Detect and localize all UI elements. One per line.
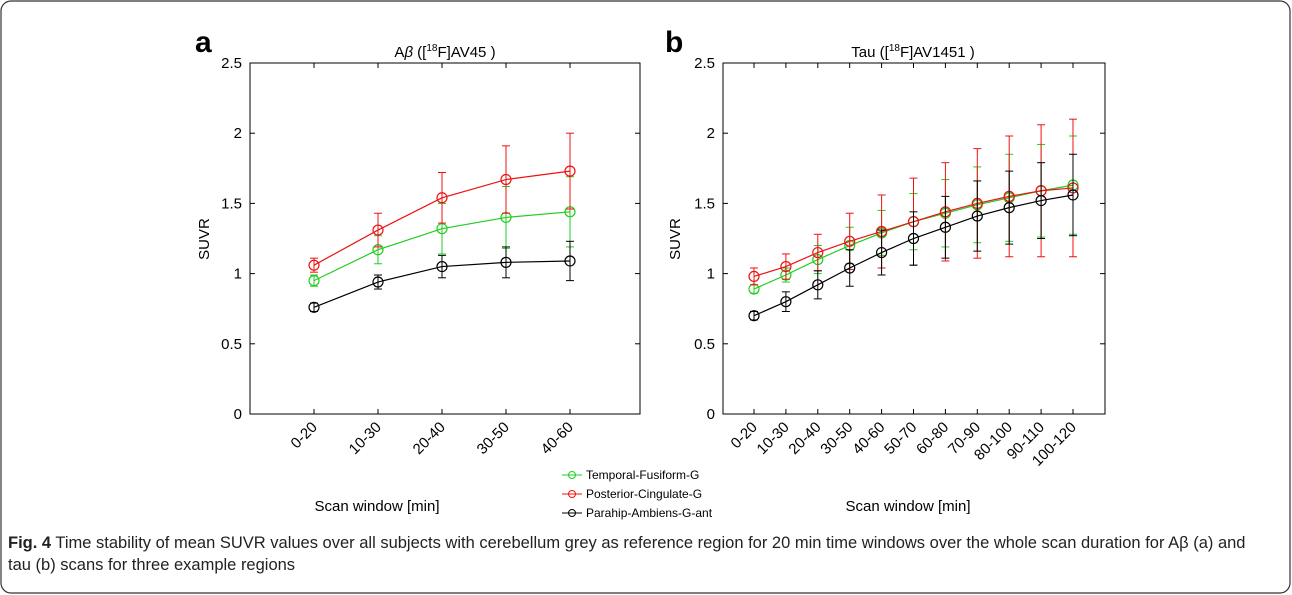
series: [308, 132, 576, 273]
y-tick-label: 1.5: [221, 195, 242, 212]
y-tick-label: 2: [234, 125, 242, 142]
y-tick-label: 1.5: [694, 195, 715, 212]
x-tick-label: 40-60: [849, 419, 888, 458]
y-tick-label: 0.5: [694, 336, 715, 353]
data-point: [748, 270, 760, 283]
y-axis-label-a: SUVR: [196, 218, 213, 260]
data-point: [939, 221, 952, 233]
legend: Temporal-Fusiform-G Posterior-Cingulate-…: [560, 465, 736, 520]
x-tick-label: 40-60: [538, 419, 577, 458]
data-point: [780, 260, 792, 273]
x-tick-label: 30-50: [474, 419, 513, 458]
x-axis-label-b: Scan window [min]: [845, 498, 970, 515]
x-tick-label: 10-30: [346, 419, 385, 458]
y-tick-label: 2.5: [221, 55, 242, 72]
data-point: [436, 260, 448, 273]
data-point: [844, 235, 856, 247]
data-point: [1003, 202, 1015, 214]
data-point: [875, 246, 888, 259]
legend-label-posterior-cingulate: Posterior-Cingulate-G: [586, 487, 702, 501]
data-point: [812, 246, 824, 259]
chart-panel-a: a Aβ ([18F]AV45 ) SUVR Scan window [min]…: [195, 26, 641, 515]
chart-title-b: Tau ([18F]AV1451 ): [851, 43, 974, 61]
data-point: [436, 192, 448, 204]
x-tick-label: 20-40: [410, 419, 449, 458]
data-point: [564, 165, 576, 177]
caption-text: Time stability of mean SUVR values over …: [8, 534, 1246, 574]
data-point: [372, 224, 384, 236]
y-axis-label-b: SUVR: [667, 218, 684, 260]
legend-label-parahip-ambiens: Parahip-Ambiens-G-ant: [586, 506, 713, 520]
data-point: [500, 173, 512, 186]
data-point: [907, 232, 920, 245]
x-tick-label: 30-50: [817, 419, 856, 458]
data-point: [308, 275, 320, 287]
panel-letter-b: b: [665, 26, 683, 59]
data-point: [500, 256, 512, 268]
data-point: [812, 279, 824, 291]
legend-label-temporal-fusiform: Temporal-Fusiform-G: [586, 468, 699, 482]
y-tick-label: 2.5: [694, 55, 715, 72]
x-tick-label: 60-80: [913, 419, 952, 458]
y-tick-label: 0: [234, 406, 242, 423]
legend-box: [560, 465, 736, 520]
y-tick-label: 2: [707, 125, 715, 142]
x-tick-label: 20-40: [785, 419, 824, 458]
data-point: [1067, 189, 1079, 201]
data-point: [1035, 194, 1047, 207]
data-point: [844, 262, 856, 274]
y-tick-label: 1: [707, 266, 715, 283]
data-point: [308, 301, 320, 313]
data-point: [308, 259, 320, 271]
x-tick-label: 10-30: [754, 419, 793, 458]
x-axis-label-a: Scan window [min]: [314, 498, 439, 515]
x-tick-label: 50-70: [881, 419, 920, 458]
legend-marker-black: [568, 509, 576, 517]
data-point: [748, 310, 760, 322]
data-point: [436, 223, 448, 235]
data-point: [780, 296, 792, 308]
series: [748, 153, 1079, 322]
data-point: [564, 255, 576, 267]
chart-panel-b: b Tau ([18F]AV1451 ) SUVR Scan window [m…: [665, 26, 1106, 515]
x-tick-label: 0-20: [288, 419, 321, 452]
legend-marker-green: [568, 471, 576, 479]
y-tick-label: 1: [234, 266, 242, 283]
plot-area-a: [249, 62, 641, 415]
chart-title-a: Aβ ([18F]AV45 ): [394, 43, 495, 61]
series: [308, 240, 576, 313]
data-point: [971, 210, 983, 222]
y-tick-label: 0.5: [221, 336, 242, 353]
figure-caption: Fig. 4 Time stability of mean SUVR value…: [8, 532, 1268, 576]
data-point: [372, 276, 384, 288]
y-tick-label: 0: [707, 406, 715, 423]
caption-label: Fig. 4: [8, 534, 52, 552]
legend-marker-red: [568, 490, 576, 498]
panel-letter-a: a: [195, 26, 212, 59]
